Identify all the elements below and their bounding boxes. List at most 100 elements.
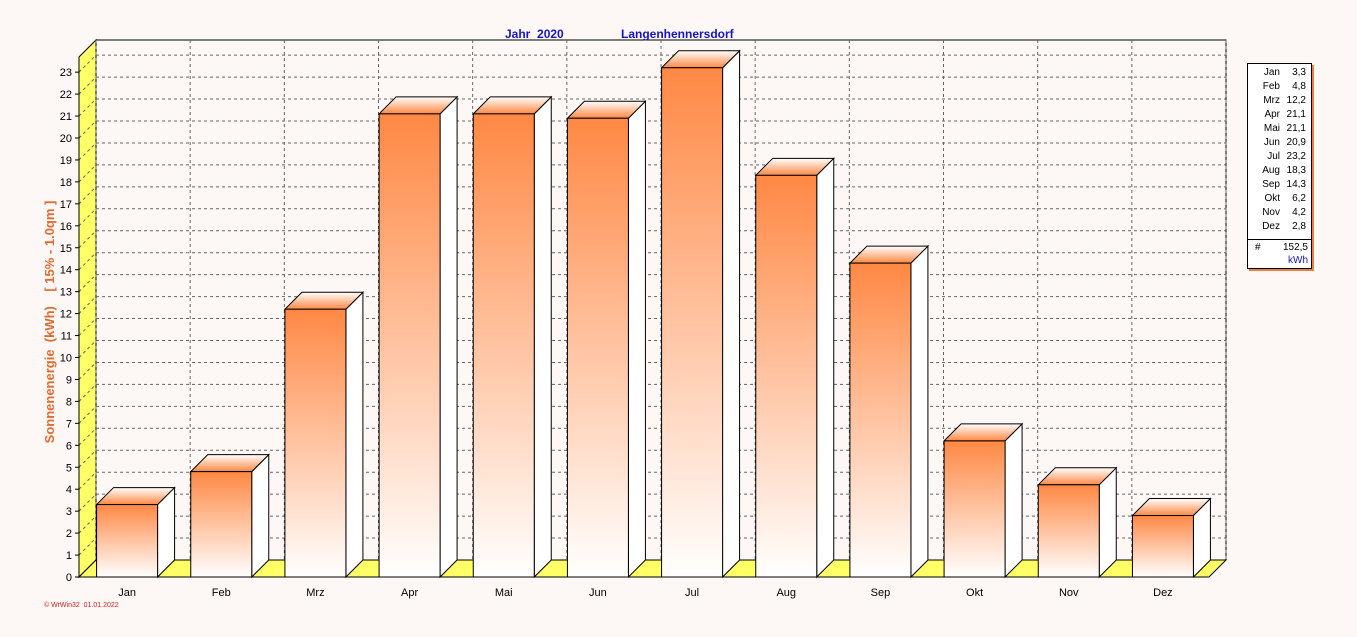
bar-side (1004, 422, 1023, 579)
bar-front (96, 504, 159, 578)
legend-value: 4,2 (1292, 207, 1306, 218)
grid-line-diagonal (78, 427, 97, 446)
bar-front (943, 440, 1006, 578)
bar-jan (95, 486, 176, 579)
y-tick-label: 14 (60, 265, 72, 277)
grid-line-diagonal (78, 164, 97, 183)
legend-value: 21,1 (1286, 123, 1306, 134)
y-tick-label: 17 (60, 199, 72, 211)
legend-month: Sep (1262, 179, 1280, 190)
y-tick-label: 19 (60, 155, 72, 167)
legend-month: Mrz (1263, 95, 1280, 106)
x-tick-label: Dez (1153, 587, 1173, 599)
legend-row: Jul 23,2 (1248, 151, 1309, 165)
legend-value: 18,3 (1286, 165, 1306, 176)
y-tick-label: 16 (60, 221, 72, 233)
legend-month: Jan (1263, 67, 1280, 78)
legend-row: Aug 18,3 (1248, 165, 1309, 179)
y-tick-label: 18 (60, 177, 72, 189)
bar-front (284, 308, 347, 578)
y-tick-label: 3 (66, 506, 72, 518)
bar-side (439, 95, 458, 579)
bar-mrz (283, 291, 365, 579)
x-tick-label: Mrz (306, 587, 324, 599)
bar-front (849, 262, 912, 578)
grid-line-diagonal (78, 186, 97, 205)
legend-row: Feb 4,8 (1248, 81, 1309, 95)
grid-line-diagonal (78, 120, 97, 139)
bar-side (533, 95, 552, 579)
grid-line-diagonal (78, 318, 97, 336)
legend-value: 23,2 (1286, 151, 1306, 162)
bar-front (1037, 484, 1100, 578)
grid-line-diagonal (78, 471, 97, 490)
legend-row: Jan 3,3 (1248, 67, 1309, 81)
bar-front (566, 117, 629, 578)
y-tick-label: 4 (66, 484, 72, 496)
legend-month: Feb (1262, 81, 1280, 92)
grid-line-diagonal (78, 493, 97, 512)
y-tick-label: 12 (60, 309, 72, 321)
bar-dez (1131, 497, 1212, 579)
legend-row: Mai 21,1 (1248, 123, 1309, 137)
bar-front (190, 471, 253, 578)
grid-line-diagonal (78, 208, 97, 227)
x-tick-label: Feb (212, 587, 231, 599)
y-tick-label: 23 (60, 67, 72, 79)
legend-value: 2,8 (1292, 221, 1306, 232)
bar-front (755, 174, 818, 578)
legend-value: 20,9 (1286, 137, 1306, 148)
grid-line-diagonal (78, 405, 97, 424)
legend-month: Nov (1262, 207, 1280, 218)
legend-month: Dez (1262, 221, 1280, 232)
bar-side (1098, 466, 1117, 579)
footer-stamp: © WrWin32 01.01.2022 (44, 602, 119, 609)
grid-line-diagonal (78, 296, 97, 314)
legend-month: Aug (1262, 165, 1280, 176)
bar-side (910, 244, 929, 579)
legend-row: Mrz 12,2 (1248, 95, 1309, 109)
chart-location-label: Langenhennersdorf (621, 27, 734, 41)
bar-side (722, 49, 741, 579)
bar-side (251, 453, 270, 579)
x-tick-label: Apr (401, 587, 418, 599)
legend-row: Sep 14,3 (1248, 179, 1309, 193)
y-tick-label: 0 (66, 572, 72, 584)
legend-value: 21,1 (1286, 109, 1306, 120)
bar-jun (566, 100, 647, 579)
grid-line-diagonal (78, 142, 97, 161)
grid-line-diagonal (78, 230, 97, 249)
y-tick-label: 8 (66, 396, 72, 408)
x-tick-label: Mai (495, 587, 513, 599)
grid-line-diagonal (78, 252, 97, 271)
grid-line-diagonal (78, 274, 97, 293)
legend-month: Apr (1264, 109, 1280, 120)
legend-value: 3,3 (1292, 67, 1306, 78)
bar-okt (942, 422, 1024, 579)
bar-front (472, 113, 535, 578)
y-tick-label: 11 (61, 331, 72, 343)
legend-row: Dez 2,8 (1248, 221, 1309, 235)
legend-total-symbol: # (1255, 242, 1261, 253)
y-tick-label: 6 (66, 440, 72, 452)
y-tick-label: 1 (66, 550, 72, 562)
bar-side (816, 157, 835, 579)
bar-apr (377, 95, 459, 579)
bar-front (378, 113, 441, 578)
bar-jul (660, 49, 741, 579)
grid-line-diagonal (78, 340, 97, 358)
y-tick-label: 7 (66, 418, 72, 430)
bar-aug (754, 157, 835, 579)
bar-nov (1037, 466, 1118, 579)
bar-feb (189, 453, 270, 579)
bar-front (661, 67, 724, 578)
y-tick-label: 5 (66, 462, 72, 474)
y-tick-label: 20 (60, 133, 72, 145)
y-tick-label: 10 (60, 353, 72, 365)
legend: Jan 3,3 Feb 4,8 Mrz 12,2 Apr 21,1 Mai 21,1 Jun 20,9… (1247, 63, 1312, 269)
legend-value: 12,2 (1286, 95, 1306, 106)
grid-line-diagonal (78, 537, 97, 556)
grid-line-diagonal (78, 98, 97, 117)
y-axis-label: Sonnenenergie (kWh) [ 15% - 1.0qm ] (42, 201, 57, 444)
